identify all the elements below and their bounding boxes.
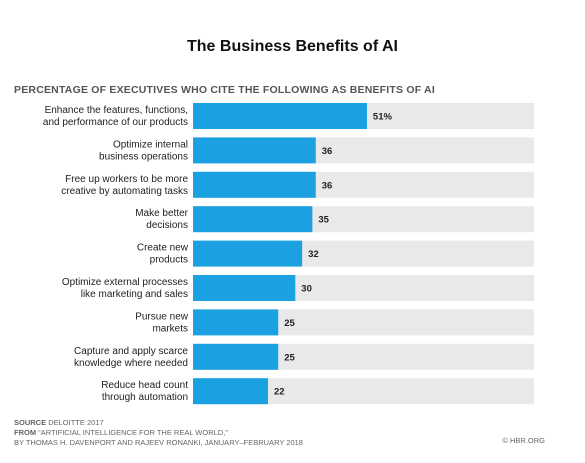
category-label-line: Optimize external processes	[62, 277, 188, 288]
category-label: Reduce head count through automation	[101, 380, 188, 403]
value-label: 30	[301, 284, 312, 295]
source-text: DELOITTE 2017	[48, 418, 104, 427]
category-label-line: products	[150, 255, 188, 266]
category-label: Optimize external processes like marketin…	[62, 277, 188, 300]
chart-title: The Business Benefits of AI	[187, 38, 398, 55]
from-label: FROM	[14, 428, 37, 437]
category-label: Make better decisions	[135, 208, 188, 231]
value-label: 25	[284, 318, 295, 329]
category-label-line: Enhance the features, functions,	[45, 105, 188, 116]
category-label-line: Capture and apply scarce	[74, 346, 188, 357]
bar	[193, 171, 316, 198]
value-label: 36	[322, 146, 333, 157]
category-label-line: Make better	[135, 208, 188, 219]
category-label: Pursue new markets	[135, 311, 189, 334]
bar	[193, 378, 269, 405]
source-note: SOURCE DELOITTE 2017 FROM “ARTIFICIAL IN…	[14, 418, 303, 448]
from-text: “ARTIFICIAL INTELLIGENCE FOR THE REAL WO…	[38, 428, 228, 437]
byline: BY THOMAS H. DAVENPORT AND RAJEEV RONANK…	[14, 438, 303, 447]
category-label-line: Free up workers to be more	[65, 174, 188, 185]
category-label: Free up workers to be more creative by au…	[61, 174, 188, 197]
value-label: 35	[318, 215, 329, 226]
value-label: 32	[308, 249, 319, 260]
source-label: SOURCE	[14, 418, 47, 427]
category-label-line: creative by automating tasks	[61, 186, 188, 197]
value-label: 22	[274, 387, 285, 398]
value-label: 51%	[373, 112, 393, 123]
bar	[193, 137, 316, 164]
category-label: Capture and apply scarce knowledge where …	[74, 346, 188, 369]
category-label-line: like marketing and sales	[81, 289, 188, 300]
bar	[193, 206, 313, 233]
chart-subtitle: PERCENTAGE OF EXECUTIVES WHO CITE THE FO…	[14, 84, 435, 96]
bar	[193, 103, 367, 129]
bar	[193, 275, 296, 301]
bar	[193, 309, 279, 336]
bar	[193, 240, 303, 267]
category-label-line: Reduce head count	[101, 380, 188, 391]
value-label: 25	[284, 352, 295, 363]
category-label-line: decisions	[146, 220, 188, 231]
category-label-line: markets	[152, 323, 188, 334]
category-label-line: through automation	[102, 392, 188, 403]
category-label: Optimize internal business operations	[99, 139, 188, 162]
category-label-line: Optimize internal	[113, 139, 188, 150]
value-label: 36	[322, 180, 333, 191]
category-label-line: Pursue new	[135, 311, 189, 322]
bar	[193, 343, 279, 370]
credit-text: © HBR.ORG	[502, 436, 545, 445]
category-label: Create new products	[137, 243, 189, 266]
category-label-line: knowledge where needed	[74, 358, 188, 369]
category-label-line: business operations	[99, 151, 188, 162]
category-label-line: and performance of our products	[43, 117, 188, 128]
category-label-line: Create new	[137, 243, 189, 254]
category-label: Enhance the features, functions, and perf…	[43, 105, 188, 128]
